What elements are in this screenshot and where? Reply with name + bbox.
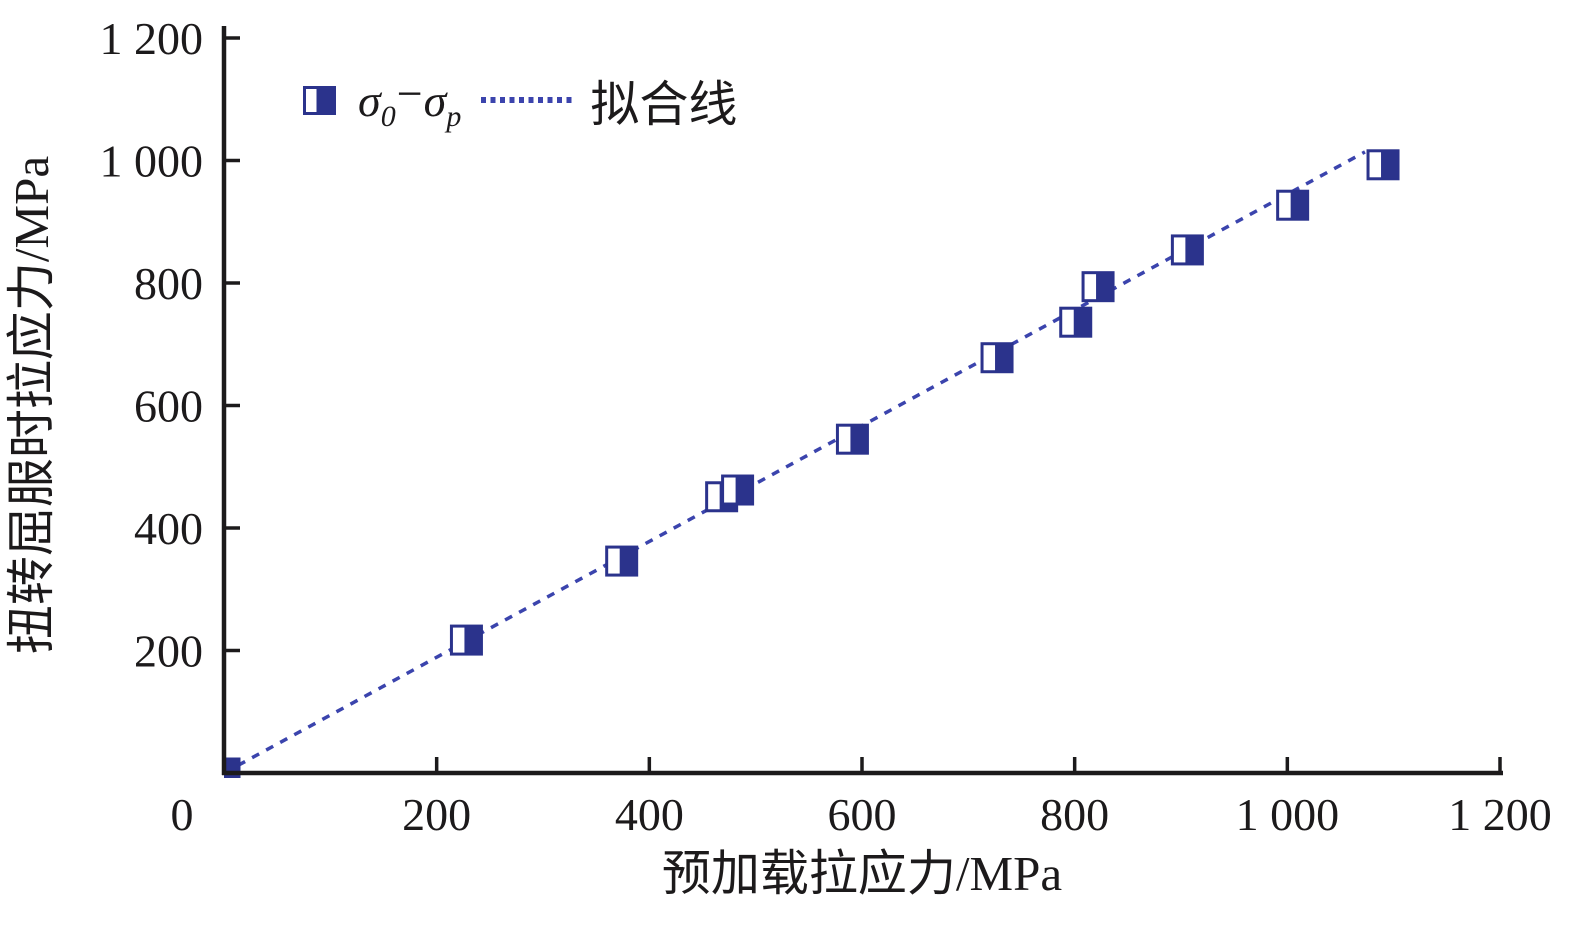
x-axis-title: 预加载拉应力/MPa [662,846,1062,901]
scatter-point [1276,189,1310,221]
scatter-point [1366,149,1400,181]
x-tick-label: 800 [1040,789,1109,840]
x-tick-label: 200 [402,789,471,840]
scatter-point [1059,306,1093,338]
x-tick-label: 1 000 [1236,789,1340,840]
legend-series2-label: 拟合线 [590,76,738,132]
y-axis-title: 扭转屈服时拉应力/MPa [4,156,59,654]
x-tick-label: 1 200 [1448,789,1552,840]
scatter-point [605,545,639,577]
scatter-series [224,149,1400,778]
scatter-point [721,474,755,506]
legend: σ0−σp 拟合线 [303,68,737,133]
x-tick-label: 600 [828,789,897,840]
scatter-point [980,342,1014,374]
y-tick-label: 1 200 [100,13,204,64]
legend-marker-swatch [303,85,336,115]
y-tick-label: 200 [134,626,203,677]
legend-fitline-swatch [481,97,577,103]
y-tick-label: 600 [134,381,203,432]
legend-series1-label: σ0−σp [358,68,462,133]
scatter-point [1081,271,1115,303]
scatter-point [449,624,483,656]
y-tick-label: 400 [134,503,203,554]
y-tick-label: 800 [134,258,203,309]
x-tick-label: 0 [171,789,194,840]
scatter-point [1170,234,1204,266]
scatter-point [835,423,869,455]
y-tick-label: 1 000 [100,136,204,187]
x-tick-label: 400 [615,789,684,840]
